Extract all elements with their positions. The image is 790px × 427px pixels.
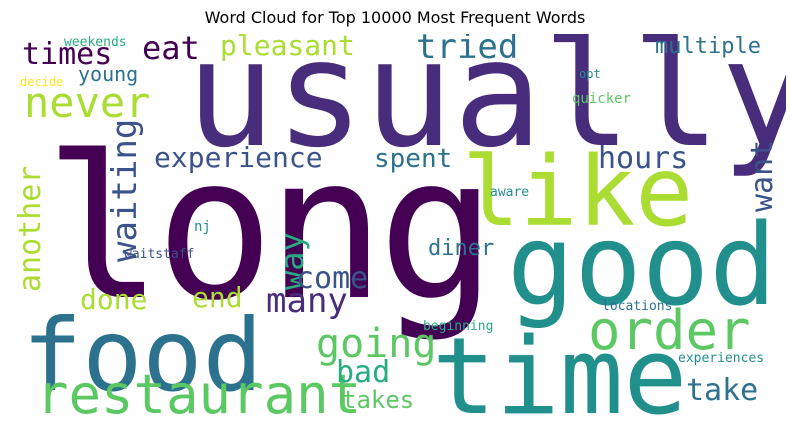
word-multiple: multiple (655, 34, 761, 59)
word-beginning: beginning (423, 319, 494, 334)
word-quicker: quicker (572, 91, 632, 107)
word-waiting: waiting (105, 118, 145, 262)
word-times: times (22, 37, 113, 72)
word-restaurant: restaurant (36, 363, 362, 422)
word-diner: diner (428, 236, 495, 261)
word-weekends: weekends (64, 35, 127, 50)
word-many: many (266, 281, 348, 321)
word-want: want (745, 139, 780, 212)
word-spent: spent (374, 144, 453, 174)
word-end: end (192, 281, 243, 314)
word-done: done (80, 283, 148, 316)
word-good: good (507, 201, 777, 331)
word-hours: hours (598, 141, 689, 176)
word-eat: eat (142, 34, 200, 67)
word-going: going (316, 321, 437, 367)
word-young: young (78, 62, 139, 86)
word-cloud: usually long good food time like order r… (14, 34, 786, 422)
word-nj: nj (194, 219, 211, 235)
word-come: come (296, 261, 369, 296)
word-long: long (44, 113, 497, 344)
word-another: another (14, 165, 48, 292)
word-take: take (686, 373, 759, 408)
word-opt: opt (579, 67, 601, 81)
word-never: never (24, 78, 151, 127)
word-takes: takes (342, 386, 415, 414)
word-order: order (588, 299, 751, 362)
word-waitstaff: waitstaff (124, 247, 195, 262)
word-pleasant: pleasant (220, 34, 355, 62)
word-time: time (432, 315, 688, 423)
word-tried: tried (416, 34, 519, 67)
word-bad: bad (336, 355, 391, 390)
word-like: like (462, 136, 694, 248)
word-usually: usually (186, 34, 786, 180)
word-experience: experience (154, 141, 323, 174)
chart-title: Word Cloud for Top 10000 Most Frequent W… (204, 8, 586, 27)
word-decide: decide (20, 75, 64, 89)
word-aware: aware (490, 185, 530, 200)
word-food: food (22, 297, 263, 414)
word-locations: locations (602, 299, 673, 314)
word-experiences: experiences (678, 351, 765, 366)
